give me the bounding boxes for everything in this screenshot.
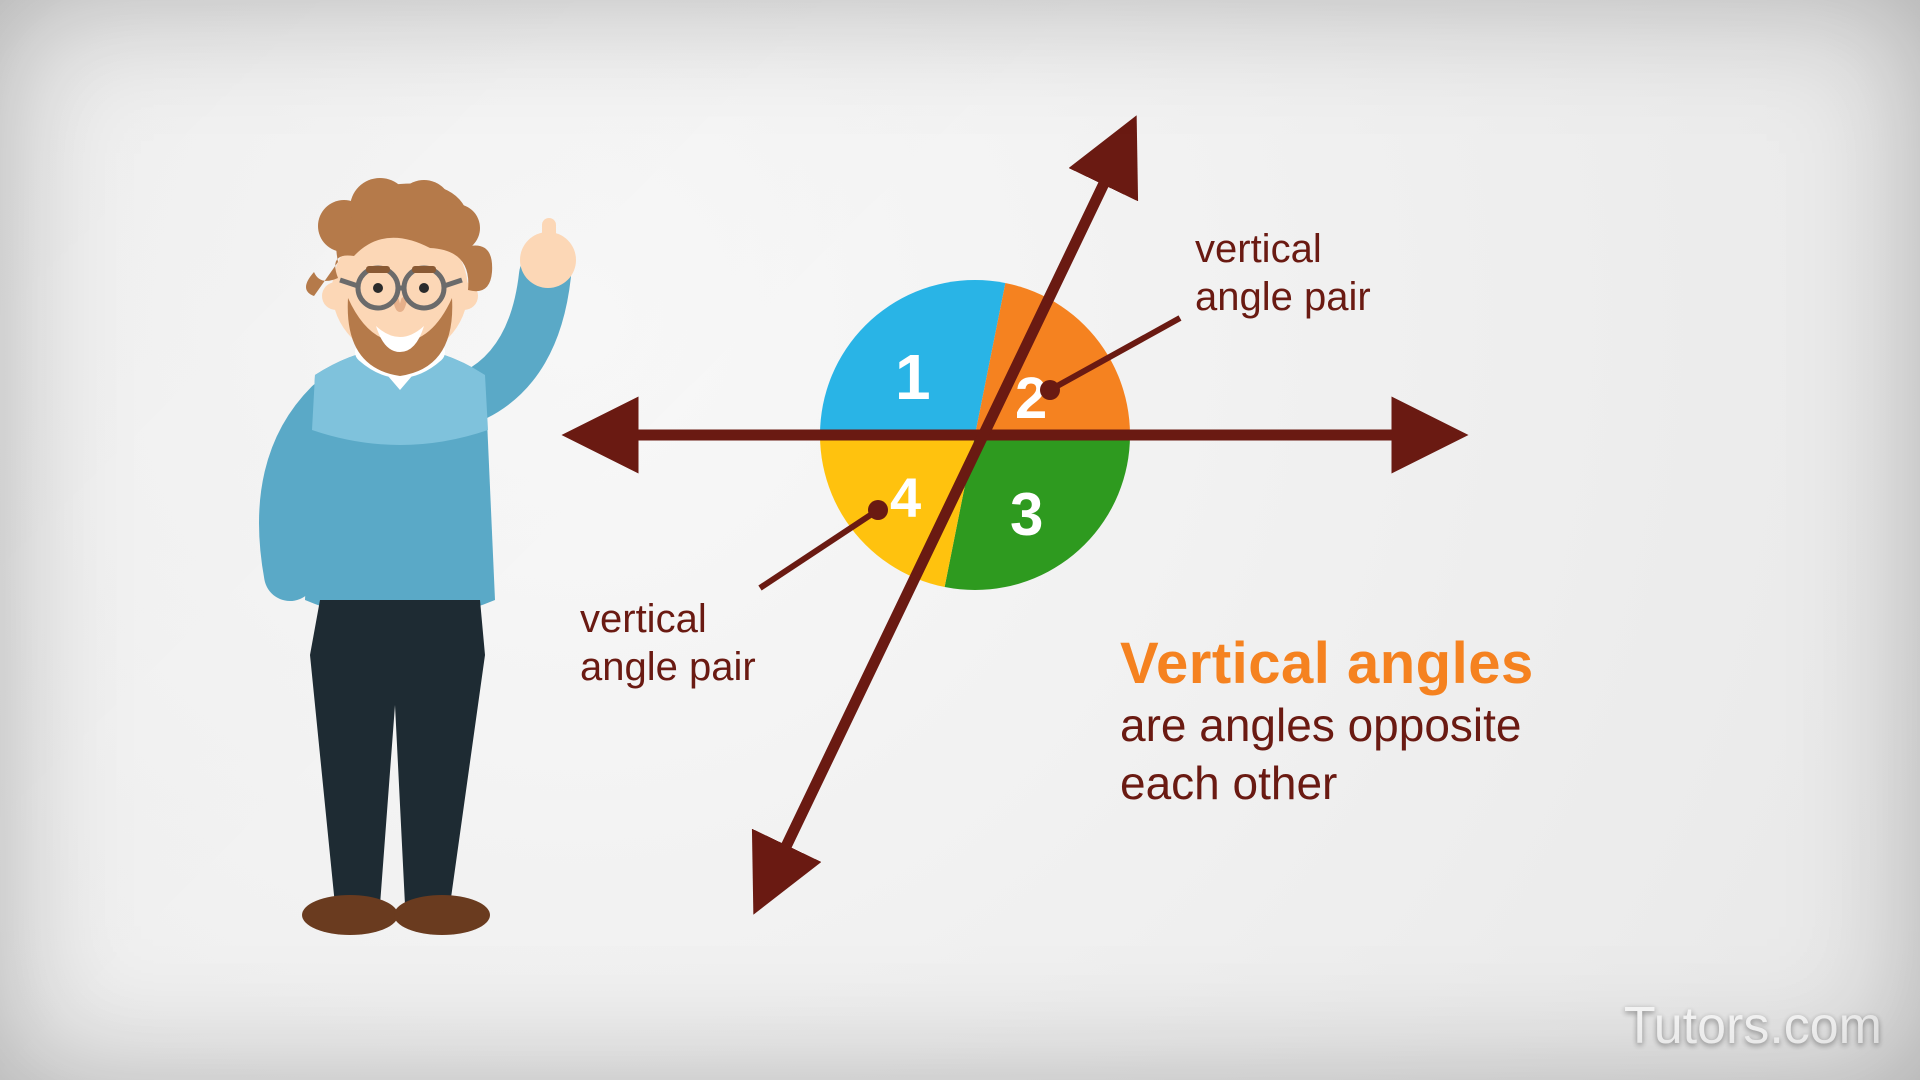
headline: Vertical angles are angles opposite each… [1120, 630, 1760, 812]
headline-title: Vertical angles [1120, 630, 1760, 697]
segment-label-1: 1 [895, 340, 931, 414]
segment-label-3: 3 [1010, 480, 1043, 549]
angle-circle [820, 280, 1130, 590]
headline-line2: are angles opposite [1120, 697, 1760, 755]
segment-label-2: 2 [1015, 365, 1047, 432]
callout-1: verticalangle pair [1195, 225, 1371, 321]
callout-2: verticalangle pair [580, 595, 756, 691]
headline-line3: each other [1120, 755, 1760, 813]
teacher-character [220, 170, 580, 950]
segment-label-4: 4 [890, 465, 921, 530]
watermark: Tutors.com [1624, 996, 1882, 1056]
